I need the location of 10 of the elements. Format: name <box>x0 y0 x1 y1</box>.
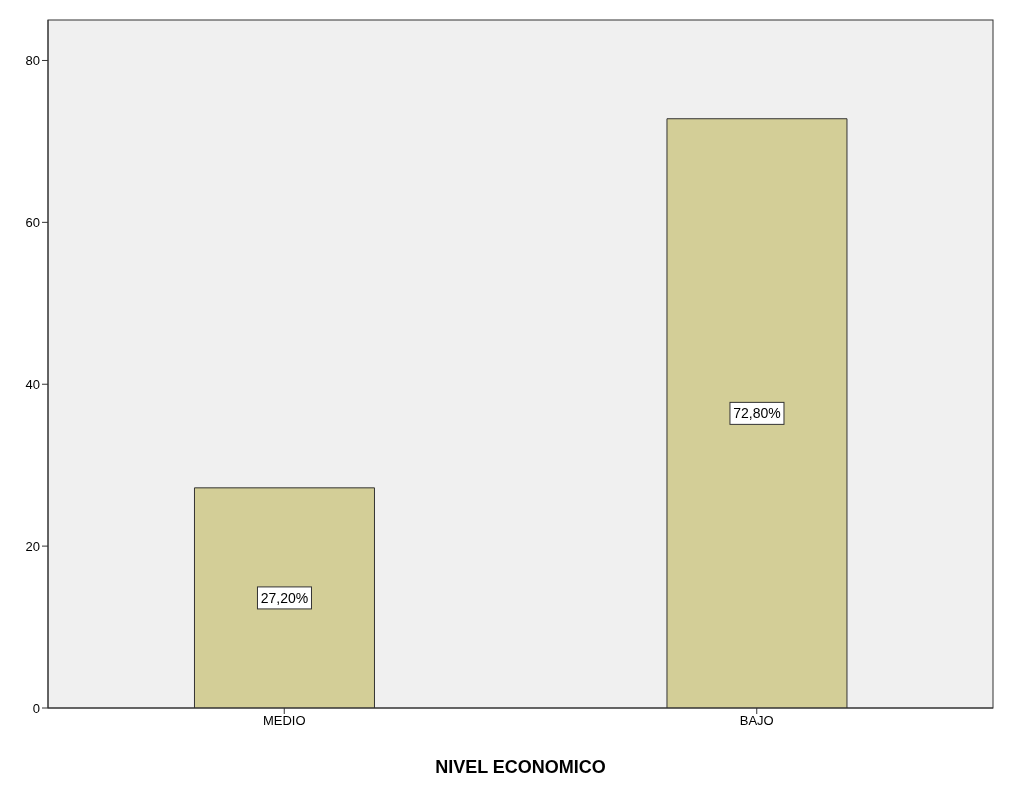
y-tick-label: 0 <box>32 700 40 716</box>
x-tick-label: MEDIO <box>262 713 306 729</box>
x-tick-label: BAJO <box>739 713 774 729</box>
data-label: 27,20% <box>260 589 309 606</box>
y-tick-label: 40 <box>25 376 40 392</box>
data-label: 72,80% <box>733 405 781 422</box>
x-axis-title: NIVEL ECONOMICO <box>435 757 606 777</box>
y-tick-label: 20 <box>25 538 40 554</box>
y-tick-label: 60 <box>25 214 40 230</box>
y-tick-label: 80 <box>25 53 40 69</box>
